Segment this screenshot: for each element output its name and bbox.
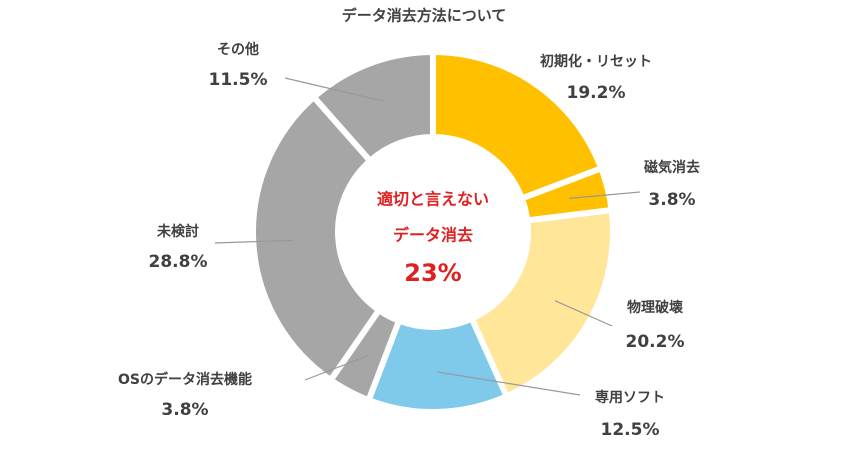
annotation: データ消去 xyxy=(393,226,473,245)
category-label: 磁気消去 xyxy=(644,159,700,176)
slice xyxy=(250,92,384,385)
category-label: OSのデータ消去機能 xyxy=(118,371,252,388)
slice xyxy=(467,206,616,401)
slice xyxy=(364,314,511,415)
category-label: 専用ソフト xyxy=(595,389,665,406)
slice xyxy=(430,48,606,203)
value-label: 19.2% xyxy=(567,83,626,103)
leader-line xyxy=(554,300,613,327)
value-label: 3.8% xyxy=(161,400,208,420)
annotation: 適切と言えない xyxy=(377,190,489,209)
leader-line xyxy=(304,355,368,381)
leader-line xyxy=(214,239,294,244)
chart-title: データ消去方法について xyxy=(342,7,507,25)
category-label: 初期化・リセット xyxy=(540,53,652,70)
category-label: 物理破壊 xyxy=(627,299,684,316)
value-label: 12.5% xyxy=(601,420,660,440)
value-label: 28.8% xyxy=(149,252,208,272)
leader-line xyxy=(284,77,384,102)
annotation: 23% xyxy=(404,259,461,287)
leader-line xyxy=(436,371,581,396)
category-label: 未検討 xyxy=(157,223,199,240)
value-label: 3.8% xyxy=(648,190,695,210)
leader-line xyxy=(568,191,641,199)
value-label: 20.2% xyxy=(626,332,685,352)
category-label: その他 xyxy=(217,41,259,58)
value-label: 11.5% xyxy=(209,70,268,90)
